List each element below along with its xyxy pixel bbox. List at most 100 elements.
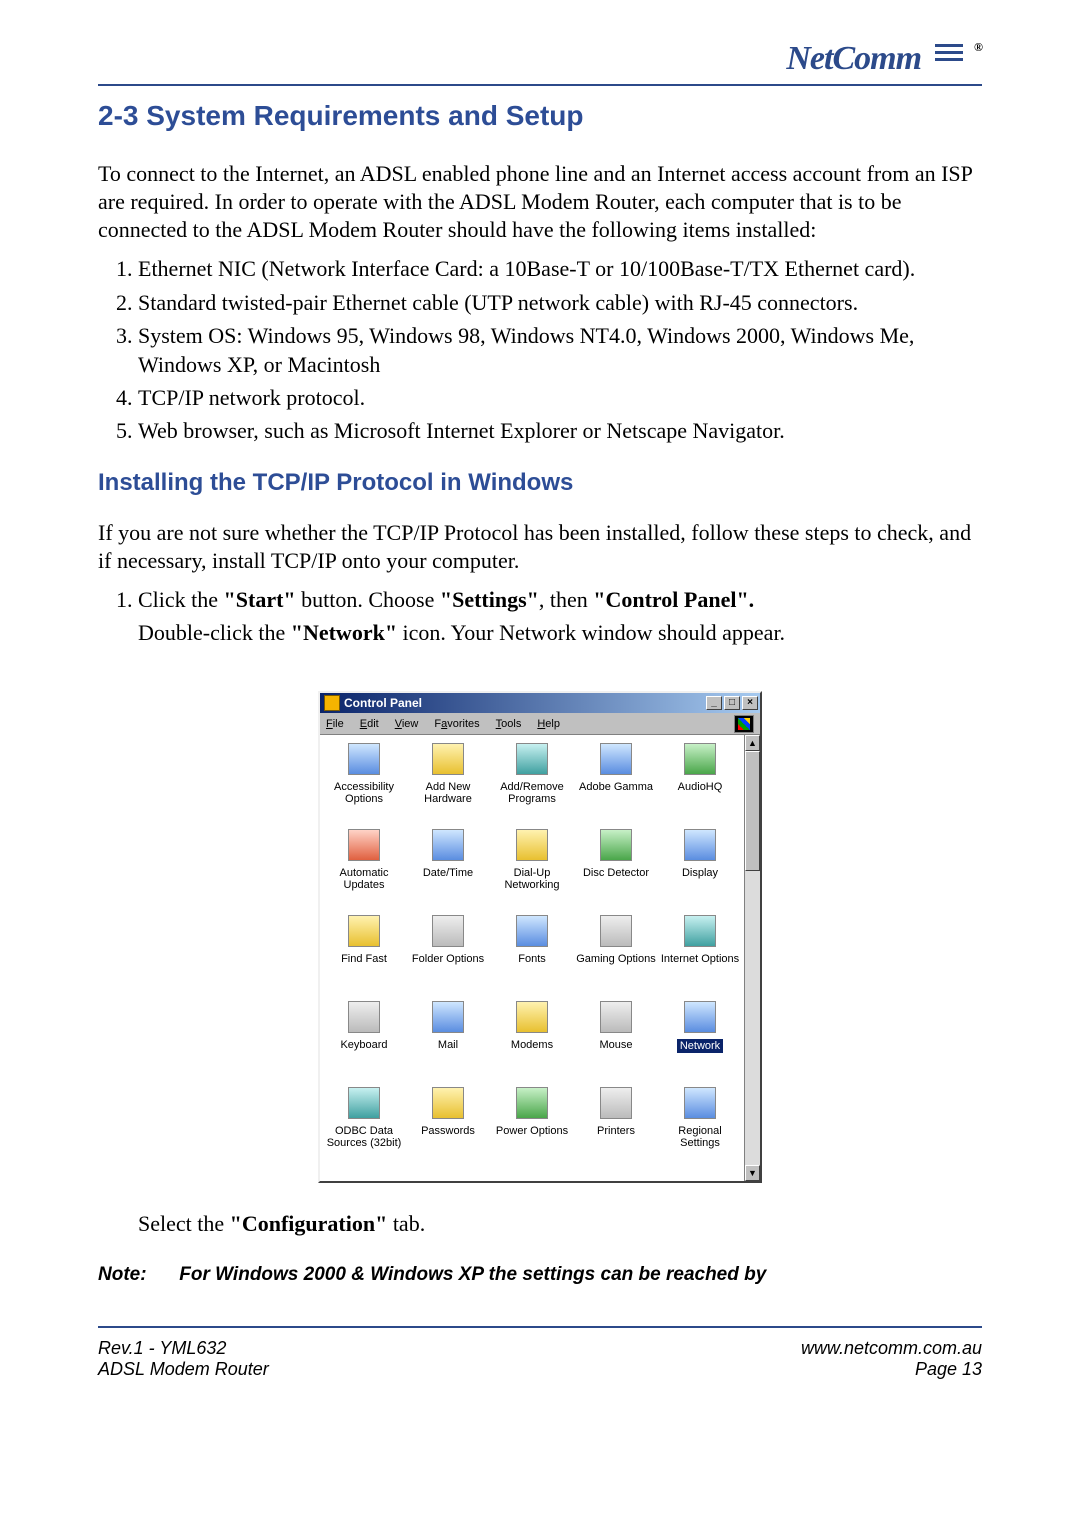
control-panel-item[interactable]: Add/Remove Programs [490,739,574,825]
cp-item-label: Accessibility Options [322,781,406,805]
cp-item-icon [432,1001,464,1033]
cp-item-icon [432,829,464,861]
cp-item-icon [684,915,716,947]
cp-item-label: Keyboard [338,1039,389,1051]
control-panel-item[interactable]: Printers [574,1083,658,1169]
cp-item-icon [516,1087,548,1119]
minimize-button[interactable]: _ [706,696,722,710]
control-panel-item[interactable]: AudioHQ [658,739,742,825]
step-bold: "Configuration" [230,1211,388,1236]
bottom-rule [98,1326,982,1328]
cp-item-icon [600,829,632,861]
requirement-item: Web browser, such as Microsoft Internet … [138,416,982,445]
step-text: , then [539,587,593,612]
footer-left-2: ADSL Modem Router [98,1359,269,1380]
vertical-scrollbar[interactable]: ▲ ▼ [744,735,760,1181]
cp-item-icon [684,743,716,775]
control-panel-item[interactable]: Display [658,825,742,911]
requirement-item: System OS: Windows 95, Windows 98, Windo… [138,321,982,379]
control-panel-item[interactable]: Mouse [574,997,658,1083]
control-panel-item[interactable]: Internet Options [658,911,742,997]
cp-item-label: Display [680,867,720,879]
menu-help[interactable]: Help [537,718,560,730]
registered-mark: ® [974,40,982,54]
cp-item-icon [600,743,632,775]
throbber-icon [734,715,754,733]
maximize-button[interactable]: □ [724,696,740,710]
control-panel-item[interactable]: Passwords [406,1083,490,1169]
scroll-thumb[interactable] [745,751,760,871]
cp-item-icon [516,915,548,947]
step-1: Click the "Start" button. Choose "Settin… [138,585,982,614]
control-panel-item[interactable]: Adobe Gamma [574,739,658,825]
control-panel-item[interactable]: Power Options [490,1083,574,1169]
control-panel-item[interactable]: Add New Hardware [406,739,490,825]
menu-view[interactable]: View [395,718,419,730]
step-text: tab. [387,1211,425,1236]
cp-item-label: Add New Hardware [406,781,490,805]
step-text: Select the [138,1211,230,1236]
footer-right-1: www.netcomm.com.au [801,1338,982,1359]
menu-file[interactable]: File [326,718,344,730]
control-panel-item[interactable]: Folder Options [406,911,490,997]
system-icon[interactable] [324,695,340,711]
cp-item-icon [432,743,464,775]
requirement-item: Standard twisted-pair Ethernet cable (UT… [138,288,982,317]
control-panel-item[interactable]: Disc Detector [574,825,658,911]
cp-item-label: AudioHQ [676,781,725,793]
control-panel-item[interactable]: Modems [490,997,574,1083]
cp-item-label: Date/Time [421,867,475,879]
menu-edit[interactable]: Edit [360,718,379,730]
step-1-line-2: Double-click the "Network" icon. Your Ne… [138,618,982,647]
requirement-item: Ethernet NIC (Network Interface Card: a … [138,254,982,283]
control-panel-item[interactable]: Gaming Options [574,911,658,997]
control-panel-item[interactable]: Dial-Up Networking [490,825,574,911]
scroll-up-button[interactable]: ▲ [745,735,760,751]
control-panel-item[interactable]: ODBC Data Sources (32bit) [322,1083,406,1169]
menu-tools[interactable]: Tools [496,718,522,730]
menu-favorites[interactable]: Favorites [434,718,479,730]
cp-item-label: Dial-Up Networking [490,867,574,891]
cp-item-icon [432,1087,464,1119]
cp-item-icon [600,1087,632,1119]
intro-paragraph: To connect to the Internet, an ADSL enab… [98,160,982,244]
cp-item-icon [432,915,464,947]
cp-item-label: Disc Detector [581,867,651,879]
control-panel-item[interactable]: Find Fast [322,911,406,997]
note-text: For Windows 2000 & Windows XP the settin… [179,1264,766,1285]
step-text: icon. Your Network window should appear. [397,620,785,645]
control-panel-item[interactable]: Fonts [490,911,574,997]
requirement-item: TCP/IP network protocol. [138,383,982,412]
cp-item-icon [516,829,548,861]
cp-item-label: Fonts [516,953,548,965]
cp-item-icon [684,1001,716,1033]
cp-item-icon [684,829,716,861]
cp-item-label: Printers [595,1125,637,1137]
step-text: button. Choose [296,587,440,612]
cp-item-icon [684,1087,716,1119]
control-panel-item[interactable]: Network [658,997,742,1083]
requirements-list: Ethernet NIC (Network Interface Card: a … [138,254,982,444]
cp-item-icon [516,1001,548,1033]
control-panel-item[interactable]: Date/Time [406,825,490,911]
scroll-down-button[interactable]: ▼ [745,1165,760,1181]
control-panel-item[interactable]: Accessibility Options [322,739,406,825]
window-frame: Control Panel _ □ × File Edit View Favor… [318,691,762,1183]
cp-item-label: ODBC Data Sources (32bit) [322,1125,406,1149]
select-configuration-line: Select the "Configuration" tab. [138,1209,982,1238]
close-button[interactable]: × [742,696,758,710]
control-panel-item[interactable]: Keyboard [322,997,406,1083]
scroll-track[interactable] [745,751,760,1165]
note-label: Note: [98,1264,174,1286]
control-panel-item[interactable]: Mail [406,997,490,1083]
screenshot-control-panel: Control Panel _ □ × File Edit View Favor… [318,691,762,1183]
cp-item-icon [348,1001,380,1033]
control-panel-grid: Accessibility OptionsAdd New HardwareAdd… [320,735,744,1181]
cp-item-icon [516,743,548,775]
titlebar[interactable]: Control Panel _ □ × [320,693,760,713]
control-panel-item[interactable]: Regional Settings [658,1083,742,1169]
cp-item-label: Automatic Updates [322,867,406,891]
cp-item-icon [348,829,380,861]
cp-item-label: Adobe Gamma [577,781,655,793]
control-panel-item[interactable]: Automatic Updates [322,825,406,911]
